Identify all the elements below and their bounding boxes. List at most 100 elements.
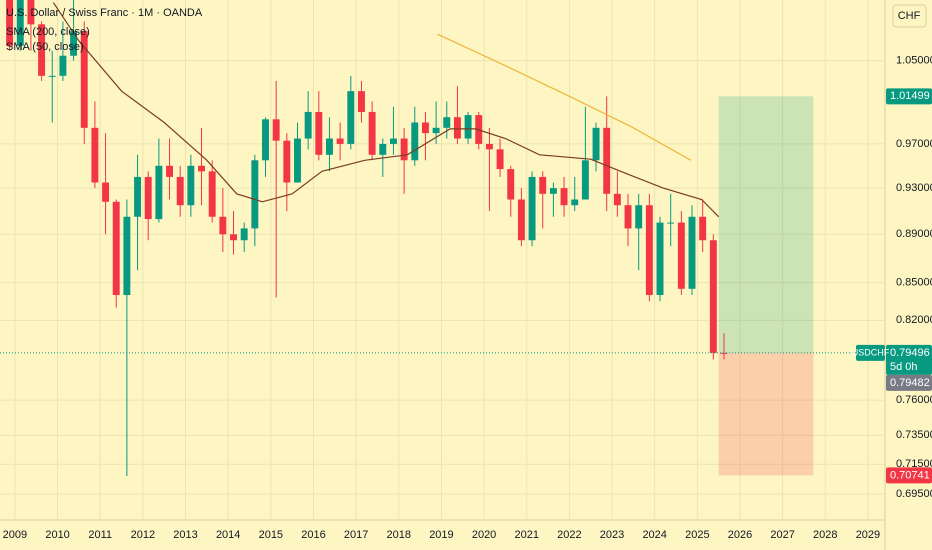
- candle-body: [155, 165, 163, 220]
- stop-price-label: 0.70741: [890, 469, 930, 481]
- candle-body: [91, 127, 99, 183]
- candle-body: [102, 182, 110, 202]
- candle-body: [208, 171, 216, 217]
- candle-body: [603, 127, 611, 194]
- candle-body: [517, 199, 525, 241]
- candle-body: [187, 165, 195, 206]
- candle-body: [400, 138, 408, 161]
- prev-price-label: 0.79482: [890, 377, 930, 389]
- indicators: [0, 2, 885, 354]
- sma-line: [436, 33, 692, 161]
- y-tick-label: 0.71500: [896, 458, 932, 470]
- candle-body: [326, 138, 333, 155]
- x-tick-label: 2009: [3, 529, 27, 541]
- candle-body: [613, 193, 621, 206]
- position-tool: [718, 96, 814, 476]
- loss-zone: [718, 352, 814, 476]
- x-tick-label: 2027: [770, 529, 794, 541]
- candle-body: [272, 119, 280, 141]
- y-tick-label: 0.89000: [896, 228, 932, 240]
- candle-body: [635, 205, 643, 229]
- candle-body: [347, 91, 355, 144]
- chart-title: U.S. Dollar / Swiss Franc · 1M · OANDA: [6, 7, 203, 19]
- last-price-box: [886, 344, 932, 375]
- candle-body: [357, 91, 365, 112]
- candle-body: [656, 222, 664, 296]
- x-tick-label: 2022: [557, 529, 581, 541]
- y-tick-label: 0.76000: [896, 394, 932, 406]
- candle-body: [645, 205, 653, 296]
- y-tick-label: 0.73500: [896, 429, 932, 441]
- currency-button[interactable]: [892, 4, 927, 28]
- candle-body: [432, 127, 440, 134]
- candle-body: [144, 176, 152, 220]
- currency-label[interactable]: CHF: [898, 10, 921, 22]
- candle-body: [560, 188, 568, 206]
- candle-body: [176, 176, 184, 206]
- candle-body: [70, 31, 78, 56]
- candle-body: [304, 111, 312, 139]
- profit-zone: [718, 96, 814, 353]
- x-tick-label: 2024: [642, 529, 666, 541]
- candle-body: [240, 228, 248, 241]
- x-tick-label: 2013: [173, 529, 197, 541]
- symbol-label: USDCHF: [852, 347, 890, 357]
- x-tick-label: 2011: [88, 529, 112, 541]
- candle-body: [677, 222, 685, 289]
- x-tick-label: 2018: [387, 529, 411, 541]
- candle-body: [294, 138, 301, 183]
- x-tick-label: 2014: [216, 529, 240, 541]
- x-tick-label: 2015: [259, 529, 283, 541]
- candle-body: [16, 0, 24, 46]
- x-tick-label: 2028: [813, 529, 837, 541]
- candle-body: [283, 140, 291, 183]
- candle-body: [464, 115, 472, 139]
- candle-body: [667, 222, 675, 224]
- candle-body: [411, 122, 419, 161]
- candle-body: [549, 188, 557, 194]
- y-tick-label: 1.05000: [896, 55, 932, 67]
- legend: U.S. Dollar / Swiss Franc · 1M · OANDA S…: [6, 7, 203, 53]
- candle-body: [251, 160, 259, 229]
- x-tick-label: 2026: [728, 529, 752, 541]
- y-tick-label: 0.97000: [896, 138, 932, 150]
- candle-body: [379, 143, 387, 155]
- target-price-label-box: [886, 88, 932, 105]
- x-tick-label: 2010: [45, 529, 69, 541]
- y-tick-label: 0.85000: [896, 277, 932, 289]
- y-tick-label: 0.69500: [896, 488, 932, 500]
- candle-body: [59, 55, 67, 76]
- candle-body: [336, 138, 344, 144]
- candle-body: [48, 75, 56, 77]
- candle-body: [123, 216, 131, 296]
- countdown-label: 5d 0h: [890, 361, 918, 373]
- candle-body: [571, 199, 579, 206]
- legend-entry: SMA (200, close): [6, 26, 90, 38]
- x-tick-label: 2017: [344, 529, 368, 541]
- sma-line: [52, 2, 720, 218]
- grid: [0, 0, 885, 520]
- candle-body: [496, 149, 504, 170]
- candle-body: [27, 0, 35, 25]
- candle-body: [134, 176, 142, 217]
- y-tick-label: 0.93000: [896, 182, 932, 194]
- candle-body: [38, 24, 46, 76]
- prev-price-label-box: [886, 374, 932, 391]
- candle-body: [80, 31, 88, 128]
- candle-body: [368, 111, 376, 155]
- candle-body: [688, 216, 696, 289]
- candle-body: [528, 176, 536, 241]
- candle-body: [112, 201, 120, 296]
- x-tick-label: 2025: [685, 529, 709, 541]
- symbol-box: [856, 344, 885, 361]
- candle-body: [709, 240, 717, 353]
- candle-body: [421, 122, 429, 134]
- candle-body: [624, 205, 632, 229]
- y-tick-label: 0.82000: [896, 314, 932, 326]
- candle-body: [539, 176, 547, 194]
- candle-body: [507, 169, 515, 200]
- stop-price-label-box: [886, 467, 932, 484]
- candle-body: [315, 111, 323, 155]
